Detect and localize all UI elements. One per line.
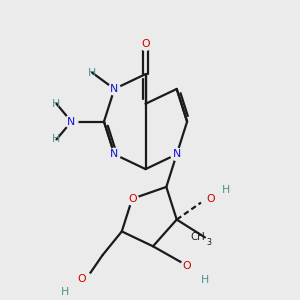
Circle shape [108, 83, 120, 95]
Circle shape [80, 273, 92, 285]
Circle shape [181, 260, 193, 272]
Circle shape [171, 148, 183, 160]
Text: H: H [222, 185, 230, 195]
Text: N: N [172, 149, 181, 159]
Text: H: H [52, 99, 61, 109]
Text: H: H [88, 68, 96, 78]
Circle shape [65, 115, 78, 128]
Text: O: O [141, 39, 150, 50]
Text: 3: 3 [207, 238, 212, 247]
Circle shape [140, 38, 152, 50]
Text: N: N [110, 149, 118, 159]
Text: N: N [67, 117, 76, 127]
Text: O: O [183, 261, 191, 271]
Circle shape [200, 193, 212, 205]
Circle shape [108, 148, 120, 160]
Text: O: O [206, 194, 215, 204]
Circle shape [171, 148, 183, 160]
Text: N: N [110, 84, 118, 94]
Text: H: H [61, 287, 70, 297]
Text: H: H [52, 134, 61, 144]
Circle shape [126, 193, 138, 205]
Text: O: O [78, 274, 86, 284]
Text: H: H [201, 275, 209, 285]
Text: O: O [128, 194, 136, 204]
Text: CH: CH [190, 232, 205, 242]
Circle shape [126, 193, 138, 205]
